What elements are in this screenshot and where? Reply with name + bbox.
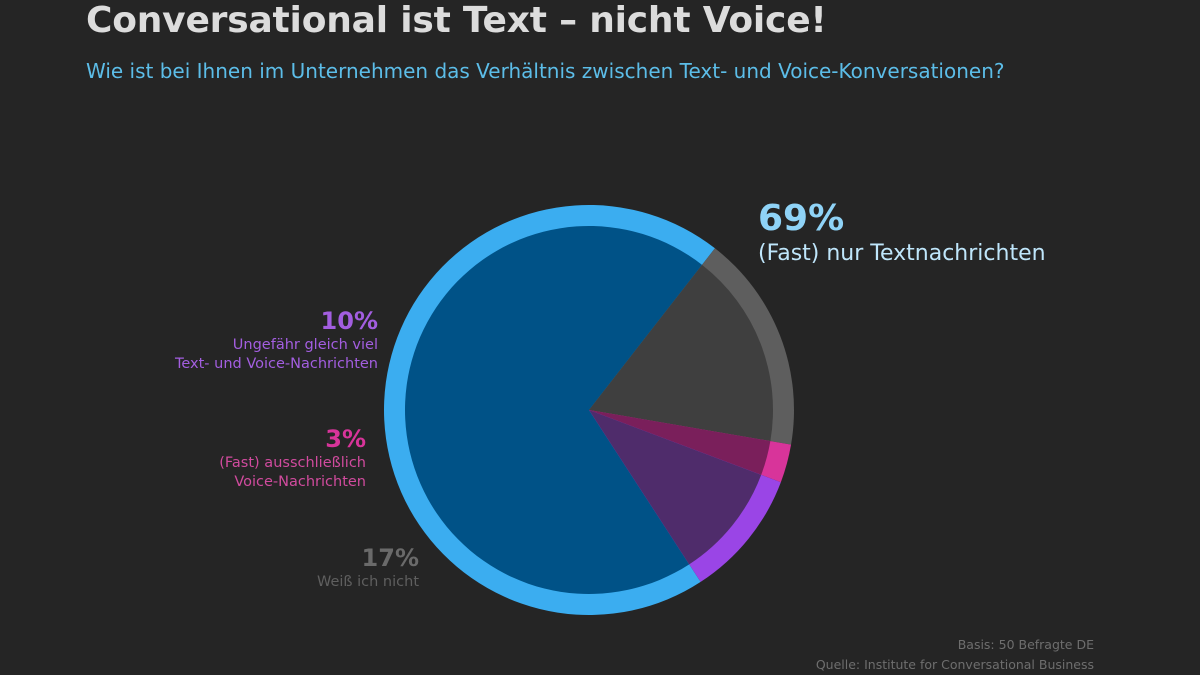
pct-equal: 10% [320,307,378,335]
desc-unknown-line1: Weiß ich nicht [316,574,419,590]
label-voice-only: 3% (Fast) ausschließlich Voice-Nachricht… [219,424,366,492]
pct-voice-only: 3% [325,425,366,453]
desc-equal-line1: Ungefähr gleich viel [232,337,378,353]
chart-title: Conversational ist Text – nicht Voice! [86,0,827,41]
pct-unknown: 17% [361,544,419,572]
pie-slice-text [404,226,703,595]
label-unknown: 17% Weiß ich nicht [317,543,419,592]
footer-source: Quelle: Institute for Conversational Bus… [815,657,1094,672]
label-text-only: 69% (Fast) nur Textnachrichten [758,198,1046,268]
label-equal: 10% Ungefähr gleich viel Text- und Voice… [175,306,378,374]
pct-text-only: 69% [758,198,845,239]
desc-voice-only-line2: Voice-Nachrichten [234,474,366,490]
desc-text-only-line1: (Fast) nur Textnachrichten [758,241,1046,266]
footer-basis: Basis: 50 Befragte DE [957,637,1094,652]
desc-equal-line2: Text- und Voice-Nachrichten [174,356,378,372]
pie-slice-equal [589,410,762,565]
chart-subtitle: Wie ist bei Ihnen im Unternehmen das Ver… [86,59,1005,83]
pie-slice-unknown [589,264,773,442]
desc-voice-only-line1: (Fast) ausschließlich [219,455,366,471]
pie-slice-voice [589,410,771,475]
